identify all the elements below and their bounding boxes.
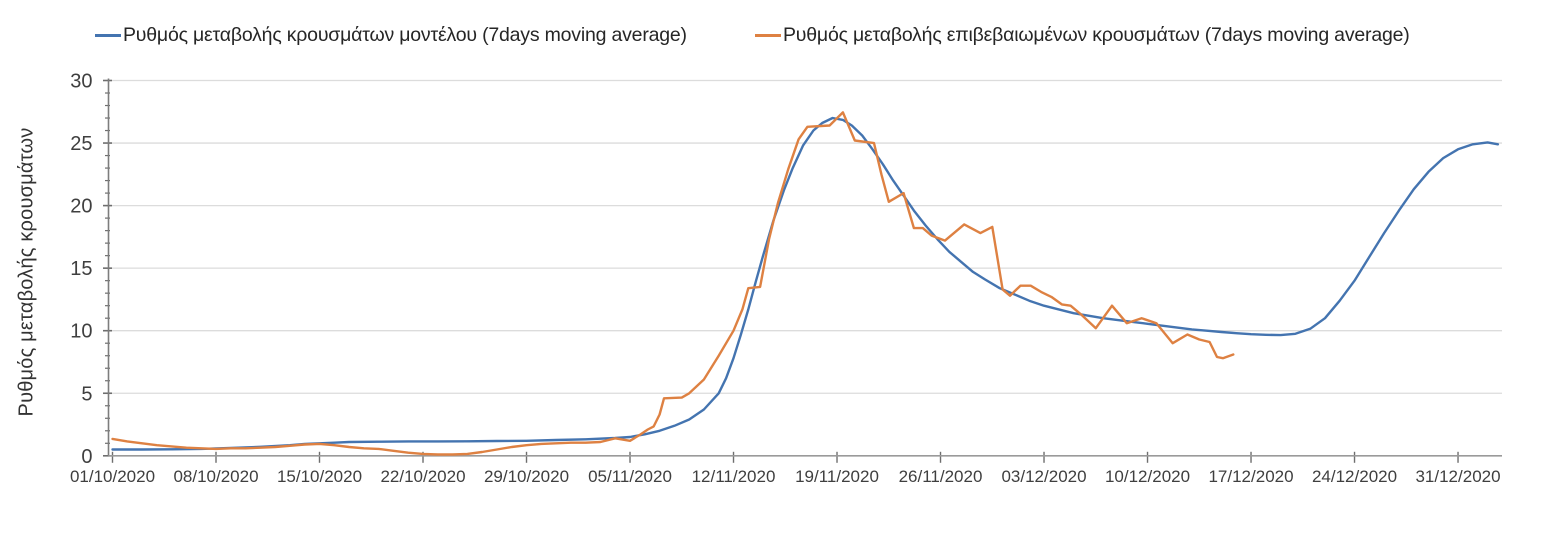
legend-item-confirmed: Ρυθμός μεταβολής επιβεβαιωμένων κρουσμάτ… <box>755 24 1410 47</box>
legend-label-confirmed: Ρυθμός μεταβολής επιβεβαιωμένων κρουσμάτ… <box>783 24 1410 46</box>
x-tick-label: 17/12/2020 <box>1208 467 1293 486</box>
x-tick-label: 26/11/2020 <box>899 467 983 486</box>
x-tick-label: 08/10/2020 <box>173 467 258 486</box>
x-tick-label: 24/12/2020 <box>1312 467 1397 486</box>
legend-line-swatch-confirmed <box>755 34 781 37</box>
chart-legend: Ρυθμός μεταβολής κρουσμάτων μοντέλου (7d… <box>0 24 1542 52</box>
x-tick-label: 12/11/2020 <box>692 467 776 486</box>
x-tick-label: 10/12/2020 <box>1105 467 1190 486</box>
y-tick-label: 20 <box>70 196 92 218</box>
series-line-confirmed <box>111 111 1235 456</box>
x-tick-label: 03/12/2020 <box>1001 467 1086 486</box>
series-line-model <box>111 116 1500 451</box>
legend-item-model: Ρυθμός μεταβολής κρουσμάτων μοντέλου (7d… <box>95 24 687 47</box>
x-tick-label: 05/11/2020 <box>588 467 672 486</box>
y-tick-label: 0 <box>81 446 92 468</box>
x-tick-label: 15/10/2020 <box>277 467 362 486</box>
y-tick-label: 15 <box>70 258 92 280</box>
x-tick-label: 29/10/2020 <box>484 467 569 486</box>
legend-label-model: Ρυθμός μεταβολής κρουσμάτων μοντέλου (7d… <box>123 24 687 46</box>
x-tick-label: 19/11/2020 <box>795 467 879 486</box>
legend-line-swatch-model <box>95 34 121 37</box>
x-tick-label: 22/10/2020 <box>380 467 465 486</box>
x-tick-label: 01/10/2020 <box>70 467 155 486</box>
y-tick-label: 25 <box>70 133 92 155</box>
x-tick-label: 31/12/2020 <box>1415 467 1500 486</box>
y-tick-label: 10 <box>70 321 92 343</box>
y-tick-label: 30 <box>70 71 92 93</box>
y-tick-label: 5 <box>81 383 92 405</box>
